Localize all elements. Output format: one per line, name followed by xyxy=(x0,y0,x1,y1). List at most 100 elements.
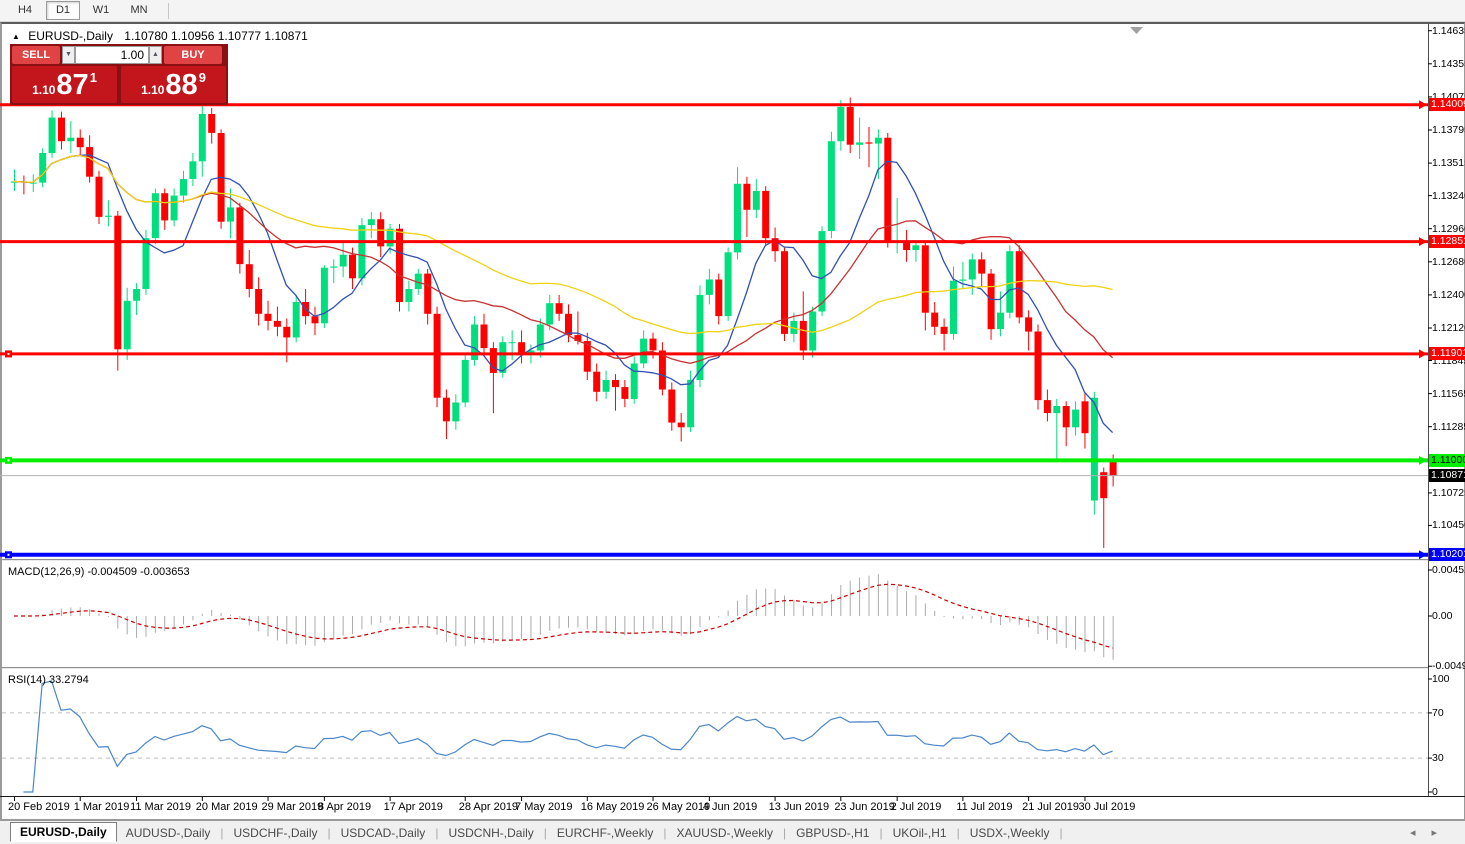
rsi-panel-separator[interactable] xyxy=(2,667,1428,670)
date-axis-label: 20 Mar 2019 xyxy=(195,801,258,813)
price-axis-label: 1.11565 xyxy=(1432,387,1465,400)
rsi-axis-label: 30 xyxy=(1432,752,1444,765)
moving-average-lines xyxy=(13,154,1114,434)
timeframe-button-d1[interactable]: D1 xyxy=(46,1,80,20)
price-axis-label: 1.14635 xyxy=(1432,24,1465,37)
rsi-axis-label: 70 xyxy=(1432,706,1444,719)
current-price-label: 1.10871 xyxy=(1429,469,1465,483)
level-axis-arrow xyxy=(1419,550,1427,560)
sell-quote-panel[interactable]: 1.10 87 1 xyxy=(12,66,117,103)
price-axis-label: 1.12120 xyxy=(1432,322,1465,334)
buy-button[interactable]: BUY xyxy=(164,46,222,64)
price-axis-label: 1.13795 xyxy=(1432,123,1465,136)
level-axis-arrow xyxy=(1419,349,1427,359)
timeframe-button-w1[interactable]: W1 xyxy=(92,4,110,16)
date-axis-label: 26 May 2019 xyxy=(646,801,711,813)
level-lines xyxy=(0,100,1428,560)
sell-price-big: 87 xyxy=(56,68,89,101)
timeframe-button-mn[interactable]: MN xyxy=(130,4,148,16)
tab-divider: | xyxy=(1059,825,1063,840)
ma-line-20 xyxy=(13,154,1114,364)
price-axis-label: 1.10725 xyxy=(1432,486,1465,499)
tab-divider: | xyxy=(327,825,331,840)
level-axis-arrow xyxy=(1419,455,1427,465)
date-axis-label: 16 May 2019 xyxy=(580,801,645,813)
symbol-tab-xauusd[interactable]: XAUUSD-,Weekly xyxy=(676,825,773,840)
chart-symbol-label: EURUSD-,Daily xyxy=(28,29,113,43)
tab-divider: | xyxy=(220,825,224,840)
date-axis-label: 30 Jul 2019 xyxy=(1078,801,1136,813)
symbol-tab-usdcad[interactable]: USDCAD-,Daily xyxy=(340,825,426,840)
volume-increase-button[interactable]: ▲ xyxy=(149,46,162,64)
date-axis-label: 29 Mar 2019 xyxy=(261,801,324,813)
rsi-panel xyxy=(2,680,1428,793)
level-axis-arrow xyxy=(1419,100,1427,110)
level-price-label: 1.11901 xyxy=(1429,347,1465,361)
date-axis-label: 4 Jun 2019 xyxy=(702,801,758,813)
symbol-tab-gbpusd[interactable]: GBPUSD-,H1 xyxy=(796,825,870,840)
volume-input[interactable] xyxy=(75,46,149,64)
buy-quote-panel[interactable]: 1.10 88 9 xyxy=(121,66,226,103)
timeframe-toolbar: H4 D1 W1 MN xyxy=(0,0,1465,22)
rsi-indicator-label: RSI(14) 33.2794 xyxy=(8,674,89,686)
macd-axis-label: -0.00494 xyxy=(1432,660,1465,673)
timeframe-button-h4[interactable]: H4 xyxy=(17,4,33,16)
ma-line-8 xyxy=(13,154,1114,434)
symbol-tab-ukoil[interactable]: UKOil-,H1 xyxy=(892,825,947,840)
tab-divider: | xyxy=(782,825,787,840)
buy-price-pip: 9 xyxy=(198,70,206,85)
tab-divider: | xyxy=(543,825,547,840)
candles xyxy=(11,97,1117,548)
price-axis-label: 1.12960 xyxy=(1432,222,1465,235)
date-axis-label: 13 Jun 2019 xyxy=(768,801,830,813)
chart-title: ▲ EURUSD-,Daily 1.10780 1.10956 1.10777 … xyxy=(12,29,308,43)
symbol-tab-usdchf[interactable]: USDCHF-,Daily xyxy=(233,825,318,840)
date-axis-label: 8 Apr 2019 xyxy=(317,801,372,813)
date-axis-label: 28 Apr 2019 xyxy=(458,801,519,813)
symbol-tab-usdcnh[interactable]: USDCNH-,Daily xyxy=(448,825,534,840)
date-axis-label: 2 Jul 2019 xyxy=(890,801,942,813)
tab-divider: | xyxy=(879,825,883,840)
price-axis-label: 1.12680 xyxy=(1432,255,1465,268)
rsi-line xyxy=(23,680,1113,793)
sell-button[interactable]: SELL xyxy=(12,46,60,64)
symbol-tab-usdx[interactable]: USDX-,Weekly xyxy=(969,825,1050,840)
rsi-axis-label: 0 xyxy=(1432,786,1438,798)
macd-indicator-label: MACD(12,26,9) -0.004509 -0.003653 xyxy=(8,566,190,578)
date-axis-label: 11 Mar 2019 xyxy=(130,801,192,813)
tab-scroll-arrows[interactable]: ◂▸ xyxy=(1409,827,1453,839)
date-axis-label: 17 Apr 2019 xyxy=(383,801,443,813)
date-axis-label: 1 Mar 2019 xyxy=(73,801,130,813)
level-price-label: 1.11000 xyxy=(1429,453,1465,467)
sell-price-pip: 1 xyxy=(89,70,97,85)
date-axis-label: 11 Jul 2019 xyxy=(956,801,1013,813)
chart-ohlc-values: 1.10780 1.10956 1.10777 1.10871 xyxy=(124,29,308,43)
rsi-axis-label: 100 xyxy=(1432,673,1450,685)
macd-signal-line xyxy=(14,583,1113,649)
one-click-trading-widget: SELL ▼ ▲ BUY 1.10 87 1 1.10 88 9 xyxy=(10,44,228,105)
autoscroll-marker-icon xyxy=(1130,27,1143,34)
price-axis-label: 1.14355 xyxy=(1432,57,1465,70)
macd-axis-label: 0.004524 xyxy=(1432,563,1465,576)
date-axis-label: 23 Jun 2019 xyxy=(834,801,895,813)
symbol-tab-eurchf[interactable]: EURCHF-,Weekly xyxy=(556,825,654,840)
price-axis-label: 1.13240 xyxy=(1432,189,1465,202)
symbol-tab-eurusd[interactable]: EURUSD-,Daily xyxy=(10,821,117,842)
macd-panel-separator[interactable] xyxy=(2,559,1428,562)
price-axis-label: 1.11285 xyxy=(1432,420,1465,433)
symbol-tab-bar: EURUSD-,Daily AUDUSD-,Daily | USDCHF-,Daily… xyxy=(0,820,1465,844)
date-axis-label: 21 Jul 2019 xyxy=(1022,801,1079,813)
date-axis-label: 20 Feb 2019 xyxy=(8,801,70,813)
symbol-tab-audusd[interactable]: AUDUSD-,Daily xyxy=(125,825,211,840)
macd-axis-label: 0.00 xyxy=(1432,610,1453,622)
tab-divider: | xyxy=(435,825,439,840)
volume-decrease-button[interactable]: ▼ xyxy=(62,46,75,64)
macd-panel xyxy=(14,574,1114,660)
collapse-triangle-icon[interactable]: ▲ xyxy=(12,32,20,41)
price-axis-label: 1.13515 xyxy=(1432,157,1465,170)
tab-divider: | xyxy=(956,825,960,840)
